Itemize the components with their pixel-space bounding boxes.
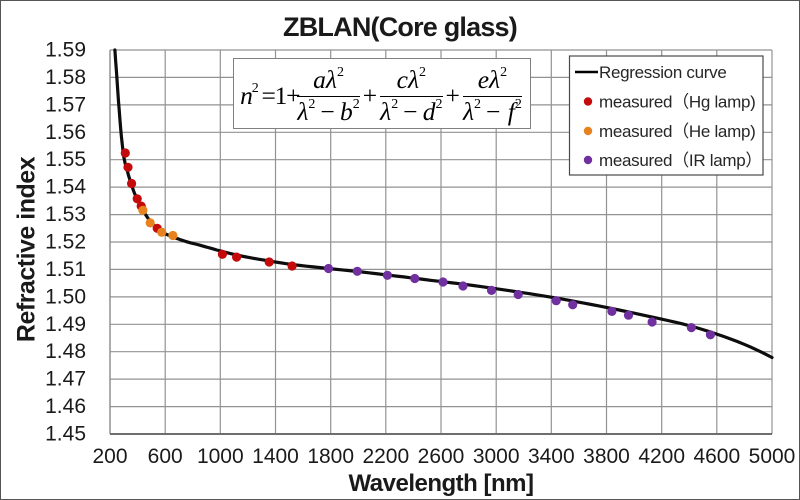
- svg-text:2200: 2200: [362, 445, 409, 468]
- svg-text:1.52: 1.52: [45, 231, 86, 254]
- svg-text:5000: 5000: [749, 445, 796, 468]
- svg-text:3400: 3400: [528, 445, 575, 468]
- svg-text:Regression curve: Regression curve: [599, 63, 726, 82]
- svg-text:1.48: 1.48: [45, 340, 86, 363]
- svg-text:1000: 1000: [197, 445, 244, 468]
- svg-text:1.47: 1.47: [45, 368, 86, 391]
- svg-text:3800: 3800: [583, 445, 630, 468]
- svg-text:1400: 1400: [252, 445, 299, 468]
- svg-text:1800: 1800: [307, 445, 354, 468]
- svg-text:1.54: 1.54: [45, 176, 86, 199]
- svg-text:1.50: 1.50: [45, 285, 86, 308]
- svg-text:1.53: 1.53: [45, 203, 86, 226]
- svg-text:1.45: 1.45: [45, 423, 86, 446]
- svg-text:600: 600: [148, 445, 183, 468]
- svg-text:1.59: 1.59: [45, 39, 86, 62]
- svg-text:4200: 4200: [638, 445, 685, 468]
- svg-text:measured（Hg lamp): measured（Hg lamp): [599, 93, 755, 112]
- svg-text:1.56: 1.56: [45, 121, 86, 144]
- svg-text:200: 200: [92, 445, 127, 468]
- svg-text:2600: 2600: [418, 445, 465, 468]
- svg-text:3000: 3000: [473, 445, 520, 468]
- svg-text:measured（He lamp): measured（He lamp): [599, 122, 755, 141]
- svg-text:1.57: 1.57: [45, 93, 86, 116]
- svg-text:1.58: 1.58: [45, 66, 86, 89]
- svg-text:1.51: 1.51: [45, 258, 86, 281]
- svg-text:1.55: 1.55: [45, 148, 86, 171]
- svg-text:1.49: 1.49: [45, 313, 86, 336]
- svg-text:1.46: 1.46: [45, 395, 86, 418]
- svg-text:4600: 4600: [693, 445, 740, 468]
- svg-text:measured（IR lamp）: measured（IR lamp）: [599, 151, 762, 170]
